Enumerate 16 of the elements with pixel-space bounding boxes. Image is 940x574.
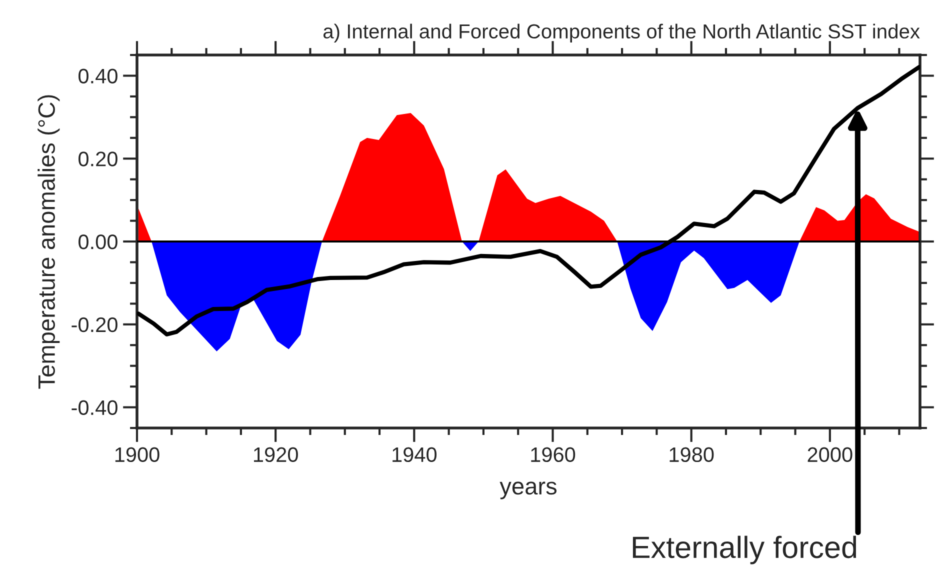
- chart-title: a) Internal and Forced Components of the North Atlantic SST index: [323, 24, 920, 43]
- y-tick-label: 0.20: [78, 152, 118, 166]
- x-tick-label: 1940: [392, 447, 437, 462]
- line-series: [137, 64, 920, 336]
- annotation: Externally forced: [632, 536, 856, 564]
- x-tick-label: 1900: [115, 447, 160, 462]
- x-tick-label: 1980: [670, 447, 714, 462]
- x-tick-label: 2000: [808, 447, 852, 462]
- y-tick-label: -0.20: [72, 317, 118, 332]
- y-tick-label: -0.40: [72, 400, 118, 416]
- x-tick-label: 1960: [531, 447, 576, 462]
- x-tick-label: 1920: [254, 447, 298, 462]
- x-axis-title: years: [500, 482, 557, 500]
- y-tick-label: 0.40: [78, 68, 118, 84]
- y-axis-title: Temperature anomalies (°C): [38, 95, 60, 389]
- y-tick-label: 0.00: [78, 234, 118, 250]
